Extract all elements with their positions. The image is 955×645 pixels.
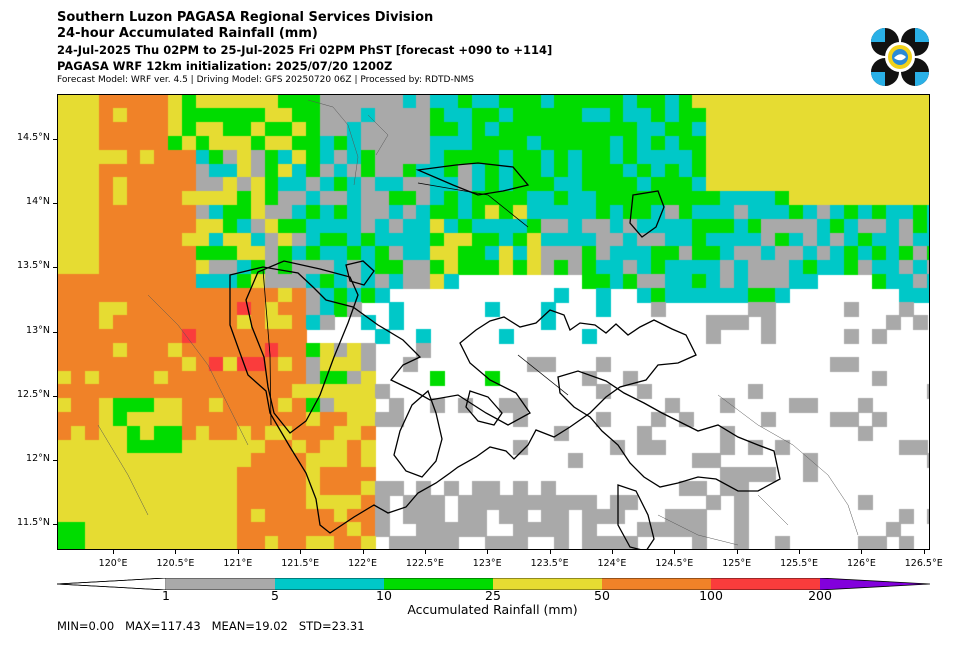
lon-tick-mark [487,550,489,554]
lon-tick-label: 123°E [472,558,502,569]
minor-coastline-path [97,294,249,516]
lon-tick-label: 120.5°E [156,558,195,569]
lat-tick-label: 14°N [26,196,50,208]
map-title: Southern Luzon PAGASA Regional Services … [57,10,434,25]
colorbar-segment [275,578,384,590]
lat-tick-mark [53,395,57,397]
statistics-line: MIN=0.00 MAX=117.43 MEAN=19.02 STD=23.31 [57,619,365,633]
rainfall-map [57,94,930,550]
lon-tick-label: 125°E [722,558,752,569]
coastline-path [345,260,375,286]
lon-tick-mark [611,550,613,554]
lon-tick-mark [861,550,863,554]
coastline-overlay [97,99,859,549]
coastline-path [245,260,359,434]
pagasa-logo-icon [871,28,929,86]
colorbar-label: 1 [162,588,170,603]
lon-tick-label: 124.5°E [655,558,694,569]
lat-tick-mark [53,203,57,205]
model-initialization: PAGASA WRF 12km initialization: 2025/07/… [57,59,393,73]
colorbar-label: 100 [699,588,723,603]
minor-coastline-path [307,99,389,186]
coastline-path [629,190,665,238]
minor-coastline-path [657,494,789,546]
colorbar-segment [384,578,493,590]
lat-tick-label: 13.5°N [16,260,50,272]
lat-tick-mark [53,331,57,333]
lon-tick-label: 121°E [223,558,253,569]
lon-tick-label: 122.5°E [405,558,444,569]
lon-tick-mark [113,550,115,554]
coastline-path [415,162,530,196]
colorbar-segment [602,578,711,590]
lat-tick-label: 14.5°N [16,131,50,143]
lat-tick-mark [53,267,57,269]
lon-tick-mark [674,550,676,554]
lon-tick-mark [237,550,239,554]
rainfall-raster [58,95,929,549]
lat-tick-label: 13°N [26,324,50,336]
coastline-path [262,182,569,426]
lon-tick-label: 124°E [597,558,627,569]
forecast-period: 24-Jul-2025 Thu 02PM to 25-Jul-2025 Fri … [57,43,553,57]
lon-tick-label: 125.5°E [780,558,819,569]
credits-line: Forecast Model: WRF ver. 4.5 | Driving M… [57,75,474,85]
lon-tick-label: 126°E [846,558,876,569]
colorbar-label: 5 [271,588,279,603]
lon-tick-mark [736,550,738,554]
lat-tick-label: 11.5°N [16,517,50,529]
colorbar-title: Accumulated Rainfall (mm) [407,602,578,617]
lat-tick-label: 12°N [26,453,50,465]
lat-tick-mark [53,524,57,526]
colorbar-label: 50 [594,588,610,603]
map-subtitle: 24-hour Accumulated Rainfall (mm) [57,26,318,41]
lon-tick-label: 126.5°E [904,558,943,569]
lon-tick-mark [300,550,302,554]
colorbar [57,578,930,590]
lon-tick-label: 121.5°E [281,558,320,569]
lon-tick-mark [799,550,801,554]
colorbar-label: 200 [808,588,832,603]
minor-coastline-path [717,394,859,536]
lon-tick-mark [424,550,426,554]
colorbar-upper-extension [820,578,930,590]
lon-tick-mark [549,550,551,554]
lon-tick-label: 120°E [98,558,128,569]
coastline-path [557,370,781,492]
lat-tick-label: 12.5°N [16,388,50,400]
coastline-path [465,390,503,426]
coastline-path [617,484,655,549]
lat-tick-mark [53,138,57,140]
colorbar-segment [711,578,820,590]
lon-tick-mark [923,550,925,554]
colorbar-segment [166,578,275,590]
colorbar-segment [493,578,602,590]
lon-tick-mark [362,550,364,554]
lon-tick-label: 123.5°E [530,558,569,569]
coastline-path [393,389,443,478]
colorbar-label: 25 [485,588,501,603]
lon-tick-label: 122°E [348,558,377,569]
lat-tick-mark [53,460,57,462]
lon-tick-mark [175,550,177,554]
coastline-path [229,266,697,534]
colorbar-label: 10 [376,588,392,603]
